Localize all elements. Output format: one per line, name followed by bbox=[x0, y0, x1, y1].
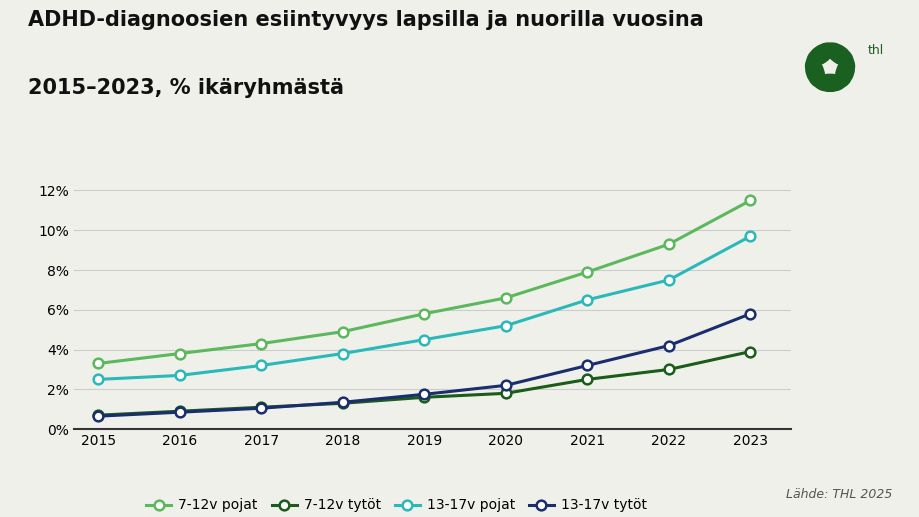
13-17v tytöt bbox=[581, 362, 592, 369]
13-17v pojat bbox=[744, 233, 755, 239]
13-17v pojat bbox=[337, 351, 348, 357]
Line: 13-17v tytöt: 13-17v tytöt bbox=[93, 309, 754, 421]
7-12v tytöt bbox=[174, 408, 185, 414]
Line: 7-12v pojat: 7-12v pojat bbox=[93, 195, 754, 368]
7-12v tytöt bbox=[663, 367, 674, 373]
13-17v pojat bbox=[93, 376, 104, 383]
7-12v tytöt bbox=[93, 412, 104, 418]
13-17v tytöt bbox=[418, 391, 429, 398]
Text: thl: thl bbox=[867, 43, 882, 57]
Ellipse shape bbox=[805, 57, 823, 87]
13-17v tytöt bbox=[663, 342, 674, 348]
13-17v tytöt bbox=[93, 413, 104, 419]
Legend: 7-12v pojat, 7-12v tytöt, 13-17v pojat, 13-17v tytöt: 7-12v pojat, 7-12v tytöt, 13-17v pojat, … bbox=[141, 493, 652, 517]
Text: 2015–2023, % ikäryhmästä: 2015–2023, % ikäryhmästä bbox=[28, 78, 343, 98]
7-12v pojat bbox=[581, 269, 592, 275]
Line: 13-17v pojat: 13-17v pojat bbox=[93, 232, 754, 384]
13-17v pojat bbox=[581, 297, 592, 303]
13-17v tytöt bbox=[500, 382, 511, 388]
7-12v pojat bbox=[663, 241, 674, 247]
7-12v pojat bbox=[744, 197, 755, 204]
Ellipse shape bbox=[806, 43, 834, 66]
13-17v tytöt bbox=[174, 409, 185, 415]
7-12v pojat bbox=[174, 351, 185, 357]
13-17v pojat bbox=[663, 277, 674, 283]
13-17v tytöt bbox=[255, 405, 267, 412]
Text: ADHD-diagnoosien esiintyvyys lapsilla ja nuorilla vuosina: ADHD-diagnoosien esiintyvyys lapsilla ja… bbox=[28, 10, 703, 31]
13-17v pojat bbox=[418, 337, 429, 343]
7-12v pojat bbox=[93, 360, 104, 367]
7-12v pojat bbox=[337, 329, 348, 335]
13-17v pojat bbox=[500, 323, 511, 329]
7-12v pojat bbox=[418, 311, 429, 317]
7-12v tytöt bbox=[744, 348, 755, 355]
Ellipse shape bbox=[834, 57, 854, 87]
7-12v tytöt bbox=[255, 404, 267, 410]
7-12v pojat bbox=[255, 341, 267, 347]
Ellipse shape bbox=[813, 74, 845, 92]
13-17v pojat bbox=[255, 362, 267, 369]
13-17v tytöt bbox=[744, 311, 755, 317]
13-17v pojat bbox=[174, 372, 185, 378]
13-17v tytöt bbox=[337, 399, 348, 405]
Ellipse shape bbox=[824, 43, 852, 66]
Text: Lähde: THL 2025: Lähde: THL 2025 bbox=[785, 489, 891, 501]
Line: 7-12v tytöt: 7-12v tytöt bbox=[93, 347, 754, 420]
7-12v tytöt bbox=[418, 394, 429, 400]
7-12v tytöt bbox=[581, 376, 592, 383]
7-12v tytöt bbox=[337, 400, 348, 406]
7-12v tytöt bbox=[500, 390, 511, 397]
7-12v pojat bbox=[500, 295, 511, 301]
